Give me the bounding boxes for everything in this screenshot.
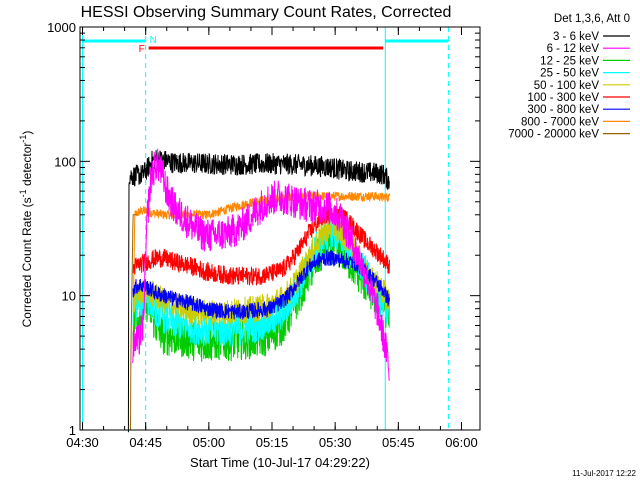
y-tick-label: 10 bbox=[62, 289, 76, 304]
x-tick-label: 05:00 bbox=[193, 435, 226, 450]
x-axis: 04:30 04:45 05:00 05:15 05:30 05:45 06:00 bbox=[66, 27, 478, 450]
legend-header: Det 1,3,6, Att 0 bbox=[554, 13, 630, 25]
series-line bbox=[130, 214, 137, 431]
flare-flag-label: F bbox=[139, 44, 145, 55]
series-line bbox=[132, 204, 390, 286]
legend-entry-label: 50 - 100 keV bbox=[534, 80, 600, 92]
x-tick-label: 05:30 bbox=[319, 435, 352, 450]
legend-entry-label: 25 - 50 keV bbox=[540, 68, 599, 80]
legend-entry-label: 300 - 800 keV bbox=[527, 104, 599, 116]
series-line bbox=[127, 150, 390, 433]
x-tick-label: 04:30 bbox=[66, 435, 99, 450]
x-tick-label: 05:45 bbox=[382, 435, 415, 450]
x-tick-label: 04:45 bbox=[129, 435, 162, 450]
chart-title: HESSI Observing Summary Count Rates, Cor… bbox=[81, 4, 452, 21]
x-tick-label: 06:00 bbox=[445, 435, 478, 450]
y-axis-label-sup-1: -1 bbox=[18, 189, 28, 197]
legend-entry-label: 12 - 25 keV bbox=[540, 55, 599, 67]
x-axis-label: Start Time (10-Jul-17 04:29:22) bbox=[190, 455, 370, 470]
y-axis-label-sup-2: -1 bbox=[18, 135, 28, 143]
legend-entry-label: 100 - 300 keV bbox=[527, 92, 599, 104]
night-flag-label: N bbox=[150, 35, 157, 46]
annotation-layer: NF bbox=[82, 27, 449, 430]
y-tick-label: 1000 bbox=[47, 20, 76, 35]
plot-frame bbox=[79, 26, 481, 431]
y-axis-label-main: Corrected Count Rate (s bbox=[20, 197, 34, 327]
series-layer bbox=[127, 148, 390, 433]
timestamp: 11-Jul-2017 12:22 bbox=[572, 469, 636, 478]
series-line bbox=[132, 250, 390, 320]
legend-entry-label: 7000 - 20000 keV bbox=[508, 129, 599, 141]
x-tick-label: 05:15 bbox=[256, 435, 289, 450]
y-axis-label: Corrected Count Rate (s-1 detector-1) bbox=[18, 131, 34, 328]
y-tick-label: 1 bbox=[69, 423, 76, 438]
legend-entry-label: 6 - 12 keV bbox=[547, 43, 600, 55]
y-axis-label-end: ) bbox=[20, 131, 34, 135]
y-axis-label-mid: detector bbox=[20, 143, 34, 190]
legend-entry-label: 800 - 7000 keV bbox=[521, 116, 599, 128]
series-line bbox=[132, 148, 390, 381]
y-axis: 1 10 100 1000 bbox=[47, 20, 480, 438]
legend-entry-label: 3 - 6 keV bbox=[553, 31, 599, 43]
y-tick-label: 100 bbox=[54, 154, 76, 169]
